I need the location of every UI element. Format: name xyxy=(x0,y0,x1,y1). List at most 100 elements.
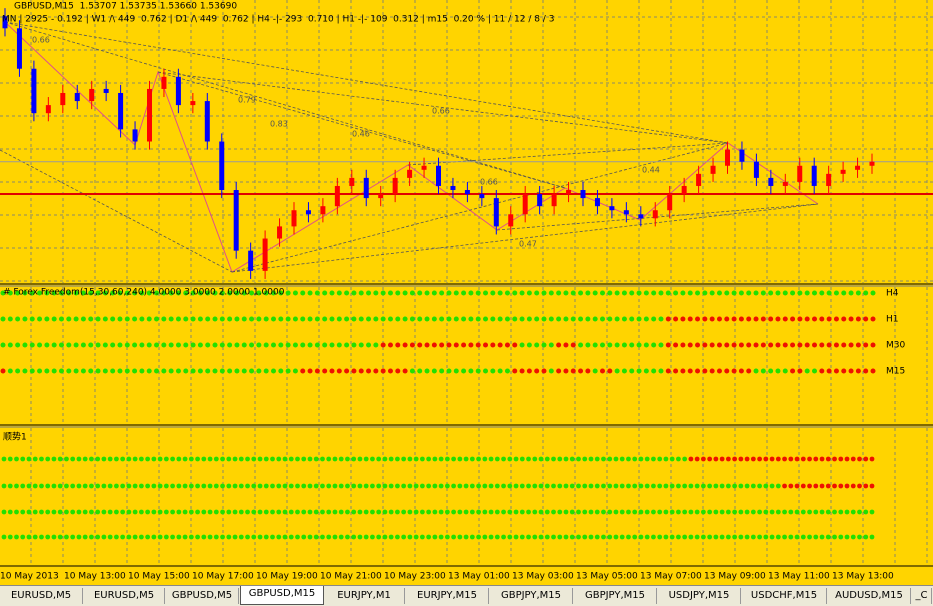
signal-dot xyxy=(282,534,288,540)
time-label: 13 May 13:00 xyxy=(832,572,894,582)
signal-dot xyxy=(644,534,650,540)
signal-dot xyxy=(658,316,664,322)
signal-dot xyxy=(151,534,157,540)
symbol-tab[interactable]: GBPUSD,M15 xyxy=(240,586,324,605)
symbol-tab[interactable]: USDJPY,M15 xyxy=(658,588,741,604)
signal-dot xyxy=(432,483,438,489)
signal-dot xyxy=(29,290,35,296)
signal-dot xyxy=(431,316,437,322)
signal-dot xyxy=(526,509,531,515)
signal-dot xyxy=(409,342,415,348)
signal-dot xyxy=(621,342,627,348)
signal-dot xyxy=(534,290,540,296)
symbol-tab[interactable]: EURJPY,M1 xyxy=(324,588,405,604)
signal-dot xyxy=(601,483,606,489)
signal-dot xyxy=(82,483,88,489)
signal-dot xyxy=(643,342,649,348)
signal-dot xyxy=(488,483,494,489)
signal-dot xyxy=(82,456,88,462)
signal-dot xyxy=(301,483,307,489)
symbol-tab[interactable]: USDCHF,M15 xyxy=(742,588,827,604)
signal-dot xyxy=(276,509,282,515)
signal-dot xyxy=(469,483,475,489)
signal-dot xyxy=(825,509,831,515)
signal-dot xyxy=(738,483,744,489)
signal-dot xyxy=(463,534,469,540)
symbol-tab[interactable]: EURUSD,M5 xyxy=(0,588,83,604)
signal-dot xyxy=(301,534,307,540)
signal-dot xyxy=(326,483,332,489)
signal-dot xyxy=(744,483,750,489)
symbol-tab[interactable]: EURJPY,M15 xyxy=(406,588,489,604)
signal-dot xyxy=(15,316,21,322)
signal-dot xyxy=(556,368,562,374)
signal-dot xyxy=(790,368,796,374)
signal-dot xyxy=(512,368,518,374)
signal-dot xyxy=(757,509,762,515)
signal-dot xyxy=(257,483,263,489)
signal-dot xyxy=(51,342,57,348)
signal-dot xyxy=(782,456,787,462)
signal-dot xyxy=(819,534,825,540)
signal-dot xyxy=(376,509,382,515)
signal-dot xyxy=(409,368,415,374)
signal-dot xyxy=(22,290,28,296)
signal-dot xyxy=(797,316,803,322)
quote-header: GBPUSD,M15 1.53707 1.53735 1.53660 1.536… xyxy=(14,2,237,12)
signal-dot xyxy=(357,456,363,462)
signal-dot xyxy=(307,368,313,374)
signal-dot xyxy=(44,368,50,374)
signal-dot xyxy=(102,368,108,374)
signal-dot xyxy=(825,483,831,489)
signal-dot xyxy=(95,290,101,296)
signal-dot xyxy=(226,456,232,462)
signal-dot xyxy=(619,509,625,515)
signal-dot xyxy=(632,534,638,540)
candle-body xyxy=(580,190,586,199)
symbol-tab[interactable]: GBPJPY,M15 xyxy=(574,588,657,604)
signal-dot xyxy=(107,509,113,515)
signal-dot xyxy=(863,290,869,296)
signal-dot xyxy=(176,483,182,489)
signal-dot xyxy=(582,534,588,540)
candle-body xyxy=(609,206,615,211)
candle-body xyxy=(147,88,152,142)
signal-dot xyxy=(601,456,606,462)
symbol-tab[interactable]: AUDUSD,M15 xyxy=(828,588,911,604)
signal-dot xyxy=(249,342,255,348)
signal-dot xyxy=(702,368,708,374)
symbol-tab[interactable]: GBPJPY,M15 xyxy=(490,588,573,604)
signal-dot xyxy=(731,368,737,374)
signal-dot xyxy=(538,483,544,489)
signal-dot xyxy=(7,342,13,348)
signal-dot xyxy=(15,290,21,296)
signal-dot xyxy=(507,534,513,540)
signal-dot xyxy=(256,316,262,322)
symbol-tab[interactable]: _C xyxy=(912,588,932,604)
signal-dot xyxy=(66,290,72,296)
symbol-tab[interactable]: GBPUSD,M5 xyxy=(166,588,239,604)
signal-dot xyxy=(424,368,430,374)
signal-dot xyxy=(819,509,825,515)
signal-dot xyxy=(870,290,876,296)
signal-dot xyxy=(132,483,138,489)
signal-dot xyxy=(869,456,875,462)
signal-dot xyxy=(613,483,619,489)
candle-body xyxy=(479,194,485,199)
signal-dot xyxy=(146,290,152,296)
signal-dot xyxy=(64,509,69,515)
signal-dot xyxy=(813,534,819,540)
signal-dot xyxy=(709,342,715,348)
signal-dot xyxy=(794,534,800,540)
signal-dot xyxy=(797,342,803,348)
signal-dot xyxy=(114,534,119,540)
symbol-tab[interactable]: EURUSD,M5 xyxy=(84,588,165,604)
signal-dot xyxy=(213,483,219,489)
fibo-label: 0.66 xyxy=(432,107,450,116)
signal-dot xyxy=(89,456,94,462)
signal-dot xyxy=(476,509,481,515)
row-label: M30 xyxy=(886,341,905,351)
signal-dot xyxy=(168,368,174,374)
signal-dot xyxy=(863,316,869,322)
signal-dot xyxy=(432,456,438,462)
